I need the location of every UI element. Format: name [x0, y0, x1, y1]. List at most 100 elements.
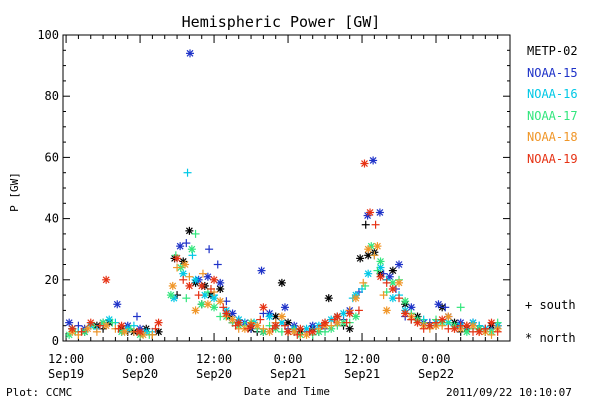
data-point-south: [280, 321, 289, 330]
data-point-north: [173, 254, 182, 263]
data-point-north: [191, 275, 200, 284]
data-point-north: [376, 257, 385, 266]
data-point-north: [487, 318, 496, 327]
data-point-south: [185, 272, 194, 281]
y-tick-label: 40: [45, 212, 59, 226]
data-point-north: [280, 303, 289, 312]
data-point-north: [216, 278, 225, 287]
x-tick-date-label: Sep20: [196, 367, 232, 381]
data-point-north: [210, 275, 219, 284]
data-point-south: [148, 330, 157, 339]
data-point-north: [388, 266, 397, 275]
data-point-south: [198, 269, 207, 278]
data-point-north: [179, 257, 188, 266]
data-point-south: [293, 330, 302, 339]
data-point-north: [113, 300, 122, 309]
legend-entry-noaa-18: NOAA-18: [527, 130, 578, 144]
data-point-north: [351, 312, 360, 321]
data-point-south: [370, 251, 379, 260]
data-point-north: [333, 312, 342, 321]
data-point-north: [388, 284, 397, 293]
x-tick-time-label: 12:00: [48, 352, 84, 366]
x-tick-date-label: Sep20: [122, 367, 158, 381]
data-point-north: [324, 294, 333, 303]
data-point-north: [120, 327, 129, 336]
data-point-south: [183, 168, 192, 177]
data-point-south: [361, 220, 370, 229]
data-point-south: [151, 324, 160, 333]
data-point-north: [277, 312, 286, 321]
data-point-north: [413, 318, 422, 327]
data-point-north: [181, 260, 190, 269]
data-point-north: [356, 254, 365, 263]
data-point-north: [222, 309, 231, 318]
y-tick-label: 100: [37, 28, 59, 42]
y-tick-label: 0: [52, 334, 59, 348]
data-point-north: [234, 318, 243, 327]
data-point-north: [247, 321, 256, 330]
x-tick-date-label: Sep19: [48, 367, 84, 381]
data-point-north: [187, 245, 196, 254]
legend-north-marker: * north: [525, 331, 576, 345]
x-tick-time-label: 12:00: [344, 352, 380, 366]
data-point-south: [382, 278, 391, 287]
data-point-north: [375, 208, 384, 217]
legend-entry-noaa-16: NOAA-16: [527, 87, 578, 101]
data-point-north: [277, 278, 286, 287]
data-point-south: [395, 294, 404, 303]
data-point-south: [213, 260, 222, 269]
legend-entry-noaa-19: NOAA-19: [527, 151, 578, 166]
data-point-north: [65, 318, 74, 327]
data-point-north: [197, 281, 206, 290]
data-point-south: [219, 303, 228, 312]
data-point-south: [342, 318, 351, 327]
data-point-north: [395, 278, 404, 287]
x-tick-date-label: Sep22: [418, 367, 454, 381]
legend-south-marker: + south: [525, 298, 576, 312]
data-point-north: [425, 321, 434, 330]
data-point-north: [351, 294, 360, 303]
data-point-south: [493, 327, 502, 336]
x-tick-date-label: Sep21: [344, 367, 380, 381]
data-point-south: [456, 303, 465, 312]
data-point-north: [191, 306, 200, 315]
data-point-south: [371, 220, 380, 229]
data-point-north: [364, 245, 373, 254]
data-point-north: [259, 303, 268, 312]
data-point-north: [228, 315, 237, 324]
data-point-north: [366, 208, 375, 217]
data-point-south: [373, 266, 382, 275]
data-point-north: [166, 291, 175, 300]
data-point-south: [188, 251, 197, 260]
data-point-north: [360, 159, 369, 168]
x-axis-label: Date and Time: [244, 385, 330, 398]
legend-entry-metp-02: METP-02: [527, 44, 578, 58]
data-point-north: [438, 315, 447, 324]
plot-frame: [62, 34, 511, 342]
data-point-north: [265, 312, 274, 321]
data-point-south: [132, 312, 141, 321]
data-point-south: [432, 318, 441, 327]
data-point-south: [354, 306, 363, 315]
y-axis-ticks: 0 20 40 60 80 100: [37, 28, 510, 348]
data-point-south: [179, 275, 188, 284]
data-point-north: [345, 324, 354, 333]
data-point-north: [203, 300, 212, 309]
data-point-north: [475, 327, 484, 336]
data-point-north: [308, 327, 317, 336]
data-point-north: [388, 278, 397, 287]
data-point-north: [434, 300, 443, 309]
data-point-south: [77, 327, 86, 336]
data-point-south: [481, 324, 490, 333]
x-tick-time-label: 12:00: [196, 352, 232, 366]
data-point-north: [401, 309, 410, 318]
y-tick-label: 80: [45, 89, 59, 103]
data-point-north: [168, 281, 177, 290]
x-axis-ticks: 12:00Sep190:00Sep2012:00Sep200:00Sep2112…: [48, 35, 511, 381]
data-point-south: [182, 239, 191, 248]
data-point-south: [379, 291, 388, 300]
data-point-north: [176, 242, 185, 251]
data-point-north: [257, 266, 266, 275]
data-point-north: [284, 327, 293, 336]
data-point-south: [182, 294, 191, 303]
